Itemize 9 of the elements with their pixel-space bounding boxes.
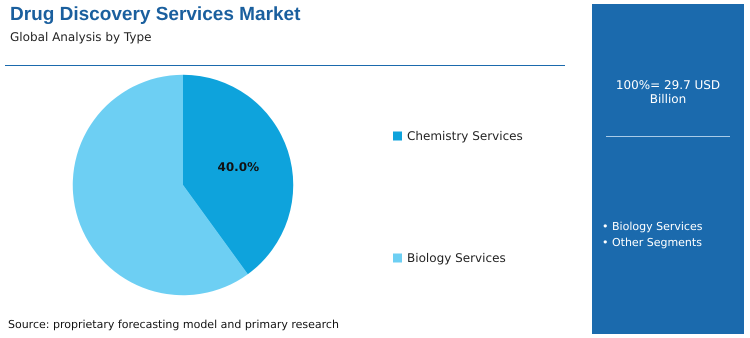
chart-title: Drug Discovery Services Market — [10, 4, 300, 26]
data-label: 40.0% — [217, 160, 260, 174]
text: • Other Segments — [601, 236, 703, 249]
chart-subtitle: Global Analysis by Type — [10, 30, 152, 44]
text: • Biology Services — [601, 220, 704, 233]
text: 100%= 29.7 USD Billion — [606, 78, 730, 137]
legend-label: Chemistry Services — [407, 129, 523, 143]
source-note: Source: proprietary forecasting model and primary research — [8, 318, 339, 331]
legend-label: Biology Services — [407, 251, 506, 265]
